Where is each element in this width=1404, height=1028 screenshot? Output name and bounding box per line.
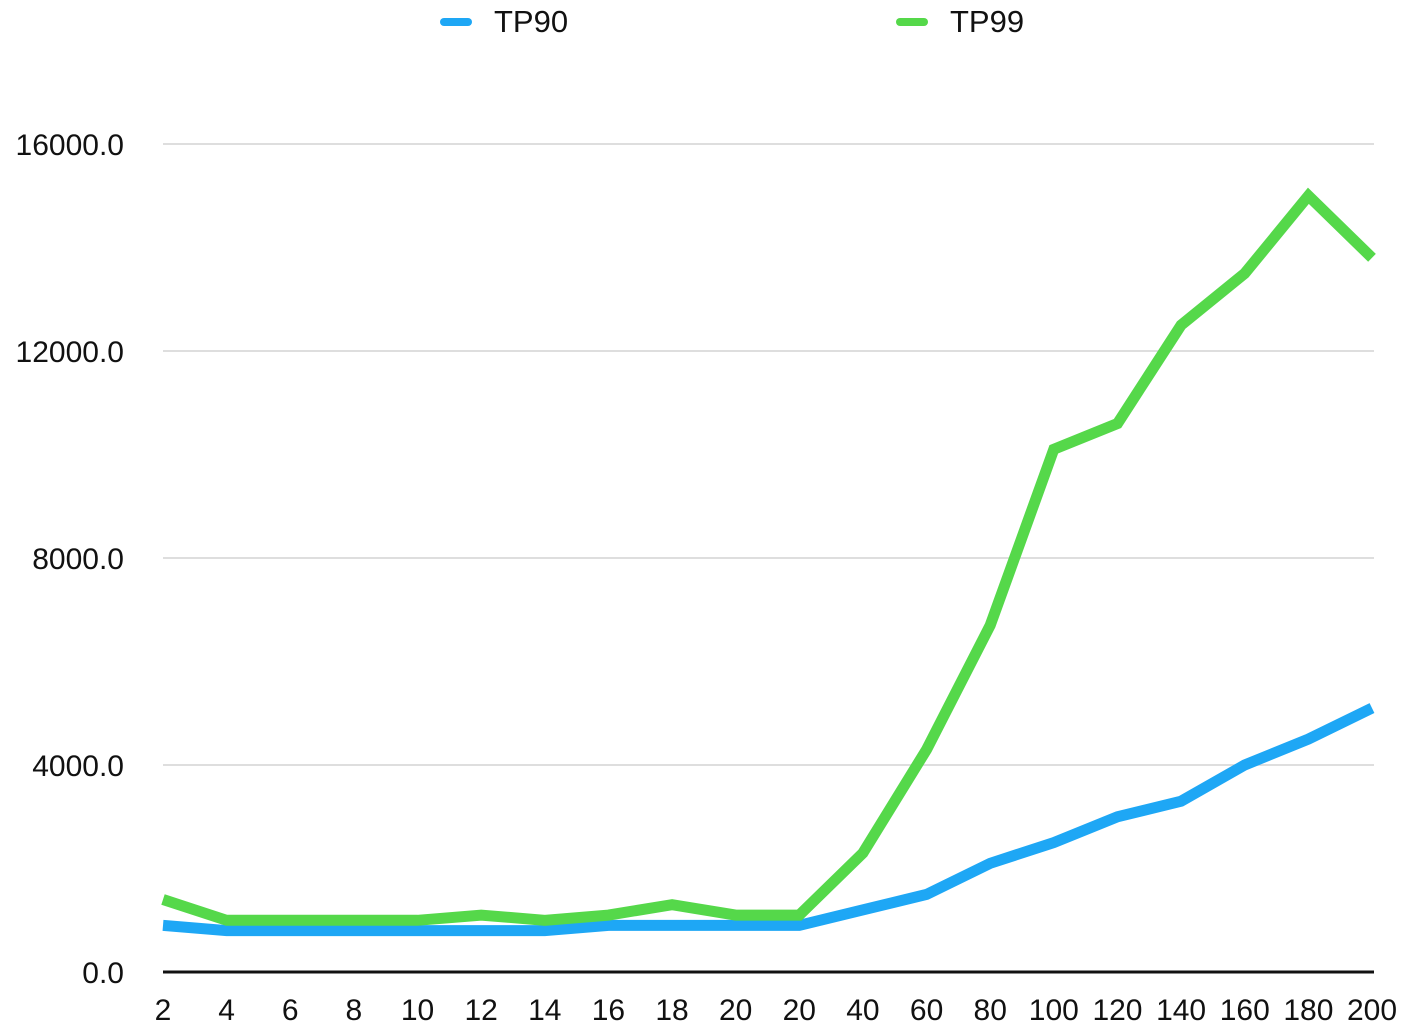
x-tick-label: 12 xyxy=(464,994,497,1027)
x-tick-label: 200 xyxy=(1347,994,1397,1027)
x-tick-label: 4 xyxy=(218,994,235,1027)
legend-swatch-tp99 xyxy=(896,18,928,26)
x-tick-label: 8 xyxy=(346,994,363,1027)
x-tick-label: 14 xyxy=(528,994,561,1027)
x-tick-label: 20 xyxy=(783,994,816,1027)
legend-label-tp90: TP90 xyxy=(494,4,569,39)
y-tick-label: 16000.0 xyxy=(16,129,124,162)
y-tick-label: 4000.0 xyxy=(32,750,124,783)
legend-item-tp99: TP99 xyxy=(896,4,1024,40)
legend-swatch-tp90 xyxy=(440,18,472,26)
series-line-tp90 xyxy=(162,703,1375,937)
y-tick-label: 8000.0 xyxy=(32,543,124,576)
x-tick-label: 180 xyxy=(1283,994,1333,1027)
x-tick-label: 60 xyxy=(910,994,943,1027)
x-tick-label: 10 xyxy=(401,994,434,1027)
legend-item-tp90: TP90 xyxy=(440,4,568,40)
x-tick-label: 2 xyxy=(155,994,172,1027)
x-tick-label: 80 xyxy=(974,994,1007,1027)
x-tick-label: 20 xyxy=(719,994,752,1027)
y-tick-label: 0.0 xyxy=(82,957,124,990)
x-tick-label: 18 xyxy=(655,994,688,1027)
x-tick-label: 6 xyxy=(282,994,299,1027)
x-tick-label: 160 xyxy=(1220,994,1270,1027)
legend-label-tp99: TP99 xyxy=(950,4,1025,39)
x-tick-label: 40 xyxy=(846,994,879,1027)
y-tick-label: 12000.0 xyxy=(16,336,124,369)
x-tick-label: 16 xyxy=(592,994,625,1027)
series-line-tp99 xyxy=(161,187,1376,926)
x-tick-label: 140 xyxy=(1156,994,1206,1027)
x-tick-label: 120 xyxy=(1092,994,1142,1027)
legend: TP90 TP99 xyxy=(0,4,1404,44)
x-tick-label: 100 xyxy=(1029,994,1079,1027)
